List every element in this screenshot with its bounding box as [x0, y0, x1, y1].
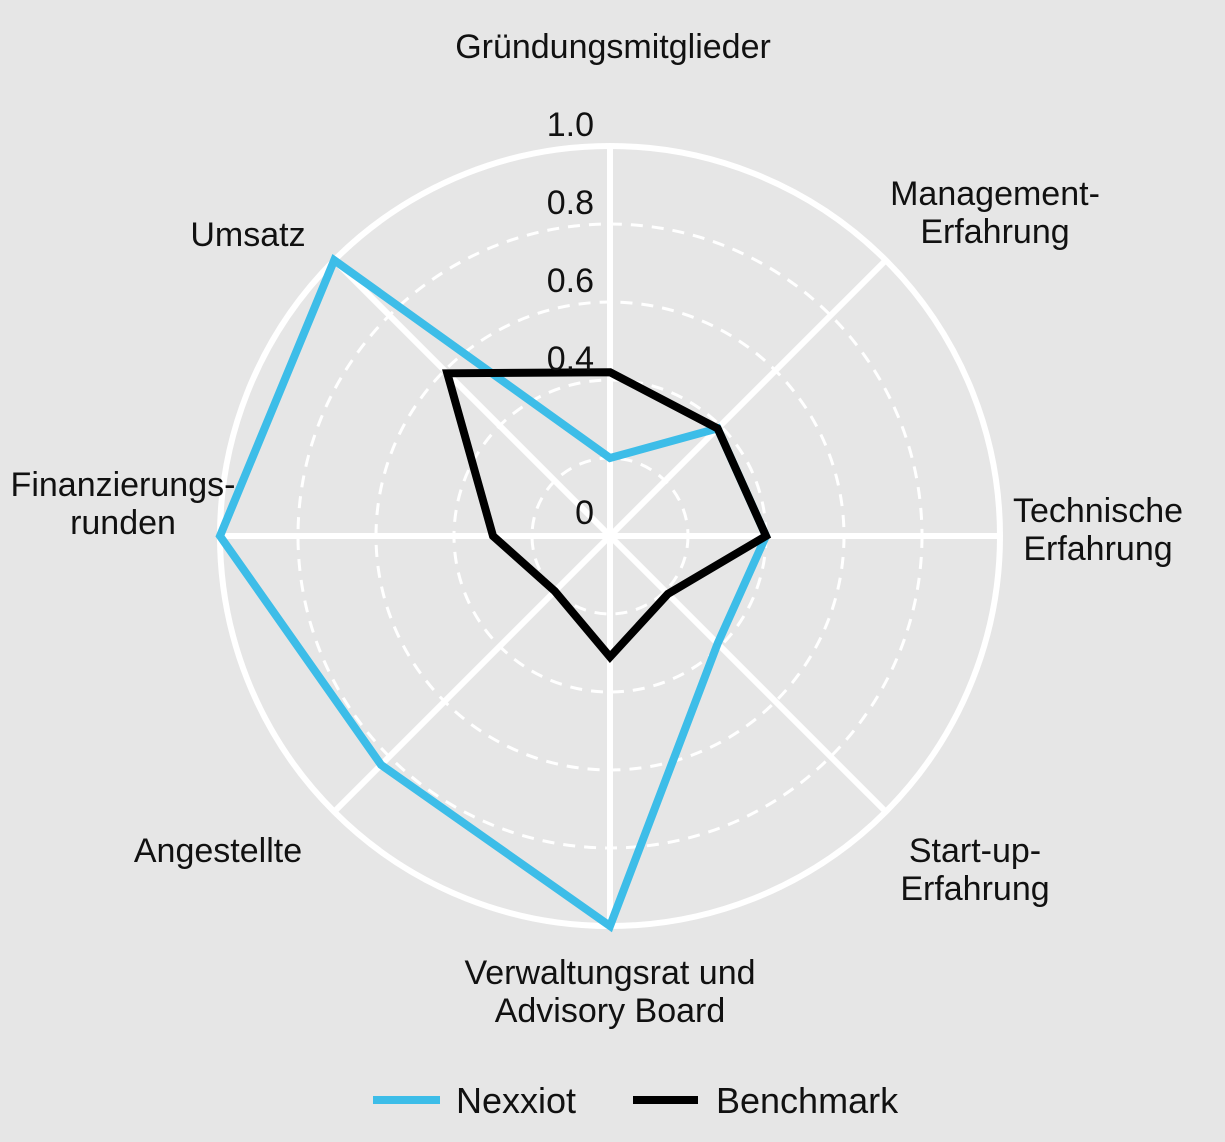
legend-label-benchmark: Benchmark: [716, 1080, 899, 1121]
spoke: [607, 533, 888, 814]
point-nexxiot: [716, 642, 720, 646]
point-benchmark: [716, 426, 720, 430]
axis-label: Finanzierungs-runden: [11, 466, 236, 542]
radial-tick-label: 1.0: [547, 106, 594, 144]
point-nexxiot: [332, 258, 336, 262]
spoke: [332, 533, 613, 814]
axis-labels: Gründungsmitglieder Management-Erfahrung T…: [11, 28, 1184, 1030]
point-benchmark: [491, 534, 495, 538]
axis-label: Angestellte: [134, 832, 302, 870]
radial-tick-label: 0.4: [547, 340, 594, 378]
point-benchmark: [608, 370, 612, 374]
series-line-benchmark: [442, 368, 772, 663]
point-nexxiot: [218, 534, 222, 538]
point-benchmark: [666, 592, 670, 596]
radial-tick-label: 0: [575, 494, 594, 532]
legend-item-nexxiot: Nexxiot: [373, 1080, 576, 1121]
point-benchmark: [445, 371, 449, 375]
series-layer: [215, 254, 772, 933]
axis-label: Verwaltungsrat und Advisory Board: [464, 954, 755, 1030]
axis-label: Umsatz: [190, 216, 305, 254]
axis-label: Technische Erfahrung: [1013, 492, 1183, 568]
axis-label: Gründungsmitglieder: [455, 28, 771, 66]
radial-tick-label: 0.6: [547, 262, 594, 300]
spoke: [607, 258, 888, 539]
radial-tick-labels: 0 0.4 0.6 0.8 1.0: [547, 106, 594, 532]
series-benchmark: [442, 368, 772, 663]
legend: Nexxiot Benchmark: [373, 1080, 899, 1121]
legend-item-benchmark: Benchmark: [633, 1080, 899, 1121]
point-nexxiot: [608, 924, 612, 928]
axis-label: Start-up-Erfahrung: [900, 832, 1049, 908]
legend-label-nexxiot: Nexxiot: [456, 1080, 576, 1121]
point-nexxiot: [379, 763, 383, 767]
point-benchmark: [553, 589, 557, 593]
point-benchmark: [764, 534, 768, 538]
point-benchmark: [608, 655, 612, 659]
spoke: [332, 258, 613, 539]
series-nexxiot: [215, 254, 771, 933]
radial-tick-label: 0.8: [547, 184, 594, 222]
point-nexxiot: [608, 456, 612, 460]
axis-label: Management-Erfahrung: [890, 175, 1100, 251]
